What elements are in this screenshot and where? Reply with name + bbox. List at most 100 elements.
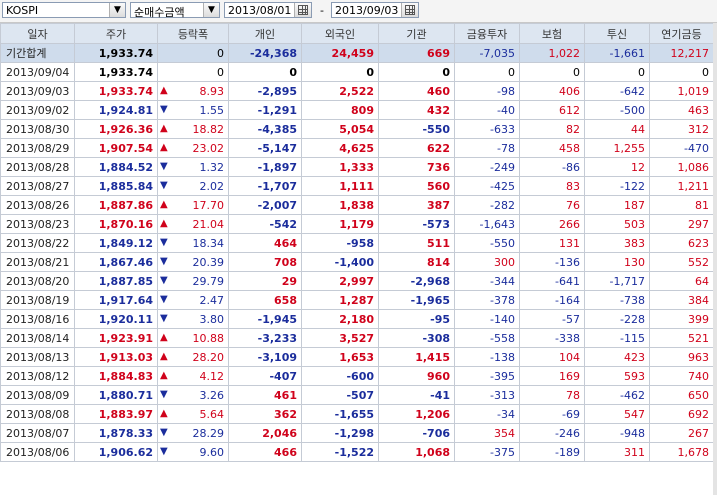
table-row[interactable]: 2013/08/06 1,906.62 ▼ 9.60 466 -1,522 1,068 -37… (0, 442, 714, 462)
calendar-icon[interactable] (401, 3, 418, 17)
scrollbar[interactable] (713, 23, 717, 495)
cell-institution: 560 (378, 176, 455, 196)
cell-institution: 1,415 (378, 347, 455, 367)
cell-insurance: 76 (519, 195, 585, 215)
cell-insurance: 406 (519, 81, 585, 101)
cell-date: 2013/08/07 (0, 423, 75, 443)
triangle-up-icon: ▲ (160, 218, 168, 229)
cell-investment-trust: -462 (584, 385, 650, 405)
cell-price: 1,907.54 (74, 138, 158, 158)
change-value: 3.80 (199, 312, 225, 326)
col-header-pension[interactable]: 연기금등 (649, 23, 714, 44)
cell-pension: 650 (649, 385, 714, 405)
table-row[interactable]: 2013/08/07 1,878.33 ▼ 28.29 2,046 -1,298 -706 3… (0, 423, 714, 443)
col-header-foreign[interactable]: 외국인 (301, 23, 379, 44)
table-row[interactable]: 2013/08/21 1,867.46 ▼ 20.39 708 -1,400 814 300-… (0, 252, 714, 272)
col-header-investment-trust[interactable]: 투신 (584, 23, 650, 44)
cell-investment-trust: -1,661 (584, 43, 650, 63)
table-row[interactable]: 2013/08/16 1,920.11 ▼ 3.80 -1,945 2,180 -95 -14… (0, 309, 714, 329)
cell-insurance: -57 (519, 309, 585, 329)
change-value: 4.12 (199, 369, 225, 383)
calendar-icon[interactable] (294, 3, 311, 17)
col-header-price[interactable]: 주가 (74, 23, 158, 44)
cell-pension: 81 (649, 195, 714, 215)
cell-date: 2013/08/30 (0, 119, 75, 139)
cell-investment-trust: -642 (584, 81, 650, 101)
cell-institution: -550 (378, 119, 455, 139)
cell-investment-trust: 503 (584, 214, 650, 234)
cell-investment-trust: 44 (584, 119, 650, 139)
cell-foreign: 3,527 (301, 328, 379, 348)
cell-pension: 521 (649, 328, 714, 348)
cell-change: ▼ 20.39 (157, 252, 229, 272)
cell-foreign: 2,180 (301, 309, 379, 329)
cell-investment-trust: -122 (584, 176, 650, 196)
cell-price: 1,883.97 (74, 404, 158, 424)
cell-date: 2013/08/19 (0, 290, 75, 310)
cell-individual: 2,046 (228, 423, 302, 443)
cell-institution: 460 (378, 81, 455, 101)
table-row[interactable]: 2013/08/22 1,849.12 ▼ 18.34 464 -958 511 -550 13… (0, 233, 714, 253)
table-row[interactable]: 2013/08/26 1,887.86 ▲ 17.70 -2,007 1,838 387 -2… (0, 195, 714, 215)
cell-change: ▲ 17.70 (157, 195, 229, 215)
col-header-date[interactable]: 일자 (0, 23, 75, 44)
total-row[interactable]: 기간합계 1,933.74 0 -24,368 24,459 669 -7,035 1,022… (0, 43, 714, 63)
table-row[interactable]: 2013/09/04 1,933.74 0 0 0 0 0 0 0 0 (0, 62, 714, 82)
table-row[interactable]: 2013/08/14 1,923.91 ▲ 10.88 -3,233 3,527 -308-… (0, 328, 714, 348)
change-value: 20.39 (192, 255, 225, 269)
metric-select-value: 순매수금액 (134, 6, 185, 19)
cell-pension: 1,086 (649, 157, 714, 177)
cell-investment-trust: -948 (584, 423, 650, 443)
table-row[interactable]: 2013/08/09 1,880.71 ▼ 3.26 461 -507 -41 -313 78-… (0, 385, 714, 405)
cell-institution: 669 (378, 43, 455, 63)
triangle-up-icon: ▲ (160, 142, 168, 153)
cell-foreign: 1,838 (301, 195, 379, 215)
table-row[interactable]: 2013/08/19 1,917.64 ▼ 2.47 658 1,287 -1,965 -37… (0, 290, 714, 310)
table-row[interactable]: 2013/09/02 1,924.81 ▼ 1.55 -1,291 809 432 -40 61… (0, 100, 714, 120)
col-header-individual[interactable]: 개인 (228, 23, 302, 44)
date-separator: - (320, 4, 324, 17)
cell-foreign: 1,333 (301, 157, 379, 177)
cell-individual: -3,109 (228, 347, 302, 367)
triangle-up-icon: ▲ (160, 408, 168, 419)
cell-price: 1,906.62 (74, 442, 158, 462)
table-row[interactable]: 2013/08/20 1,887.85 ▼ 29.79 29 2,997 -2,968 -34… (0, 271, 714, 291)
chevron-down-icon[interactable]: ▼ (203, 3, 219, 17)
chevron-down-icon[interactable]: ▼ (109, 3, 125, 17)
cell-insurance: -69 (519, 404, 585, 424)
change-value: 17.70 (192, 198, 225, 212)
date-to-value: 2013/09/03 (335, 4, 399, 17)
cell-individual: -1,707 (228, 176, 302, 196)
col-header-insurance[interactable]: 보험 (519, 23, 585, 44)
col-header-change[interactable]: 등락폭 (157, 23, 229, 44)
date-to-input[interactable]: 2013/09/03 (331, 2, 419, 18)
cell-insurance: 83 (519, 176, 585, 196)
change-value: 18.82 (192, 122, 225, 136)
table-row[interactable]: 2013/08/30 1,926.36 ▲ 18.82 -4,385 5,054 -550-… (0, 119, 714, 139)
table-row[interactable]: 2013/08/28 1,884.52 ▼ 1.32 -1,897 1,333 736 -24… (0, 157, 714, 177)
cell-individual: -24,368 (228, 43, 302, 63)
cell-financial-investment: -282 (454, 195, 520, 215)
col-header-institution[interactable]: 기관 (378, 23, 455, 44)
table-row[interactable]: 2013/09/03 1,933.74 ▲ 8.93 -2,895 2,522 460 -98… (0, 81, 714, 101)
cell-foreign: -600 (301, 366, 379, 386)
cell-individual: -1,291 (228, 100, 302, 120)
date-from-input[interactable]: 2013/08/01 (224, 2, 312, 18)
cell-individual: -1,897 (228, 157, 302, 177)
cell-date: 2013/08/13 (0, 347, 75, 367)
table-row[interactable]: 2013/08/29 1,907.54 ▲ 23.02 -5,147 4,625 622 -7… (0, 138, 714, 158)
table-row[interactable]: 2013/08/13 1,913.03 ▲ 28.20 -3,109 1,653 1,415… (0, 347, 714, 367)
cell-financial-investment: -550 (454, 233, 520, 253)
cell-investment-trust: 0 (584, 62, 650, 82)
col-header-financial-investment[interactable]: 금융투자 (454, 23, 520, 44)
metric-select[interactable]: 순매수금액 ▼ (130, 2, 220, 19)
table-row[interactable]: 2013/08/08 1,883.97 ▲ 5.64 362 -1,655 1,206 -34… (0, 404, 714, 424)
table-row[interactable]: 2013/08/23 1,870.16 ▲ 21.04 -542 1,179 -573 -1,… (0, 214, 714, 234)
cell-change: ▲ 18.82 (157, 119, 229, 139)
table-row[interactable]: 2013/08/27 1,885.84 ▼ 2.02 -1,707 1,111 560 -42… (0, 176, 714, 196)
market-select[interactable]: KOSPI ▼ (2, 2, 126, 18)
change-value: 29.79 (192, 274, 225, 288)
cell-institution: 622 (378, 138, 455, 158)
table-row[interactable]: 2013/08/12 1,884.83 ▲ 4.12 -407 -600 960 -395 16… (0, 366, 714, 386)
cell-financial-investment: -34 (454, 404, 520, 424)
